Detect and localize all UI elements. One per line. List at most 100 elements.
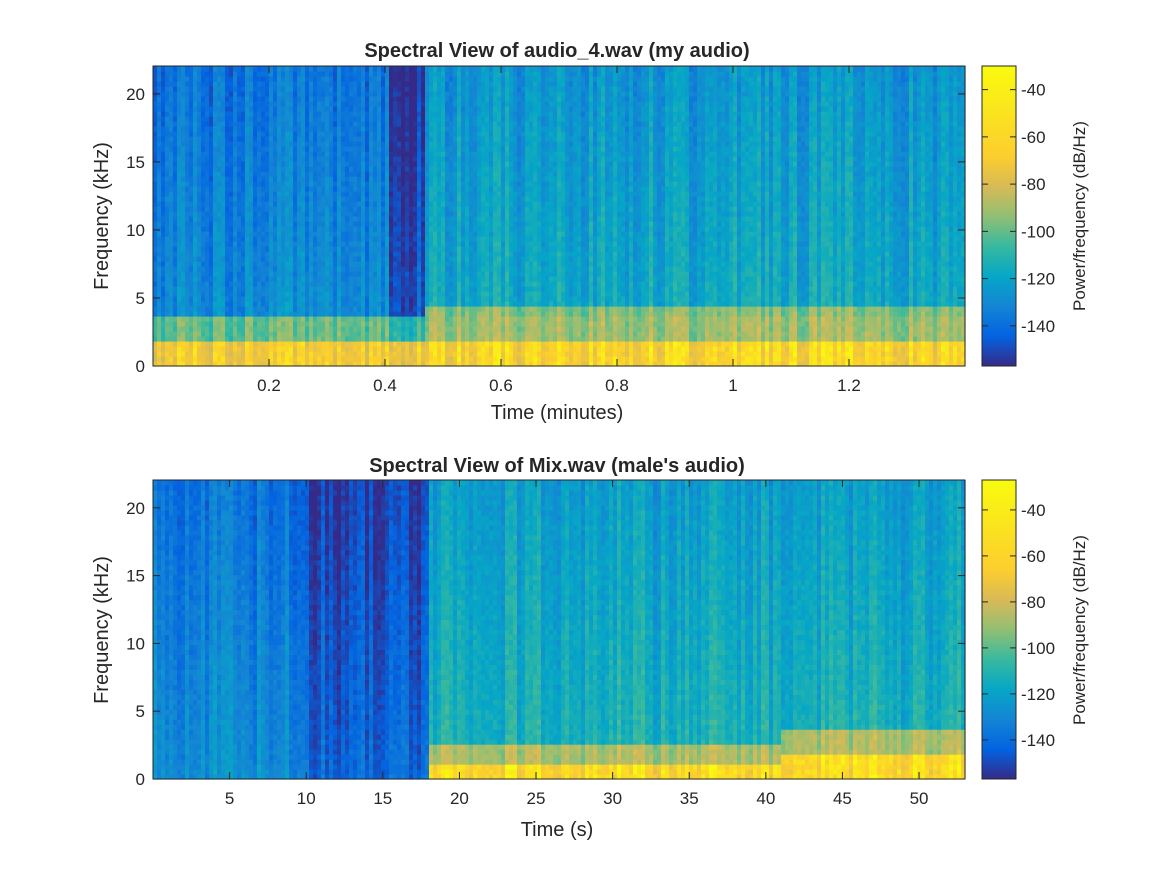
spectrogram-cell bbox=[233, 121, 238, 127]
spectrogram-cell bbox=[425, 251, 430, 257]
spectrogram-cell bbox=[457, 266, 462, 272]
spectrogram-cell bbox=[177, 276, 182, 282]
spectrogram-cell bbox=[317, 236, 322, 242]
spectrogram-cell bbox=[197, 321, 202, 327]
spectrogram-cell bbox=[453, 91, 458, 97]
spectrogram-cell bbox=[221, 361, 226, 367]
spectrogram-cell bbox=[389, 301, 394, 307]
spectrogram-cell bbox=[193, 336, 198, 342]
spectrogram-cell bbox=[209, 186, 214, 192]
spectrogram-cell bbox=[285, 241, 290, 247]
spectrogram-cell bbox=[389, 316, 394, 322]
spectrogram-cell bbox=[221, 261, 226, 267]
spectrogram-cell bbox=[301, 301, 306, 307]
spectrogram-cell bbox=[285, 296, 290, 302]
spectrogram-cell bbox=[181, 311, 186, 317]
spectrogram-cell bbox=[421, 106, 426, 112]
spectrogram-cell bbox=[281, 156, 286, 162]
spectrogram-cell bbox=[173, 151, 178, 157]
spectrogram-cell bbox=[249, 271, 254, 277]
spectrogram-cell bbox=[405, 101, 410, 107]
spectrogram-cell bbox=[285, 156, 290, 162]
spectrogram-cell bbox=[437, 286, 442, 292]
spectrogram-cell bbox=[409, 206, 414, 212]
spectrogram-cell bbox=[477, 81, 482, 87]
spectrogram-cell bbox=[469, 71, 474, 77]
spectrogram-cell bbox=[173, 261, 178, 267]
spectrogram-cell bbox=[253, 286, 258, 292]
spectrogram-cell bbox=[445, 181, 450, 187]
spectrogram-cell bbox=[193, 246, 198, 252]
spectrogram-cell bbox=[257, 126, 262, 132]
spectrogram-cell bbox=[353, 316, 358, 322]
spectrogram-cell bbox=[225, 166, 230, 172]
spectrogram-cell bbox=[333, 226, 338, 232]
spectrogram-cell bbox=[365, 321, 370, 327]
spectrogram-cell bbox=[373, 166, 378, 172]
spectrogram-cell bbox=[189, 141, 194, 147]
spectrogram-cell bbox=[309, 346, 314, 352]
spectrogram-cell bbox=[461, 346, 466, 352]
spectrogram-cell bbox=[473, 306, 478, 312]
spectrogram-cell bbox=[377, 336, 382, 342]
spectrogram-cell bbox=[325, 336, 330, 342]
spectrogram-cell bbox=[201, 71, 206, 77]
spectrogram-cell bbox=[465, 206, 470, 212]
spectrogram-cell bbox=[453, 336, 458, 342]
spectrogram-cell bbox=[313, 281, 318, 287]
spectrogram-cell bbox=[177, 341, 182, 347]
spectrogram-cell bbox=[165, 271, 170, 277]
spectrogram-cell bbox=[233, 301, 238, 307]
spectrogram-cell bbox=[437, 116, 442, 122]
spectrogram-cell bbox=[193, 106, 198, 112]
spectrogram-cell bbox=[413, 156, 418, 162]
spectrogram-cell bbox=[169, 176, 174, 182]
spectrogram-cell bbox=[397, 216, 402, 222]
spectrogram-cell bbox=[433, 361, 438, 367]
spectrogram-cell bbox=[341, 101, 346, 107]
spectrogram-cell bbox=[245, 151, 250, 157]
spectrogram-cell bbox=[417, 346, 422, 352]
spectrogram-cell bbox=[189, 316, 194, 322]
spectrogram-cell bbox=[453, 86, 458, 92]
spectrogram-cell bbox=[285, 351, 290, 357]
spectrogram-cell bbox=[341, 71, 346, 77]
spectrogram-cell bbox=[469, 256, 474, 262]
spectrogram-cell bbox=[221, 226, 226, 232]
spectrogram-cell bbox=[425, 106, 430, 112]
spectrogram-cell bbox=[353, 211, 358, 217]
spectrogram-cell bbox=[213, 171, 218, 177]
spectrogram-cell bbox=[445, 236, 450, 242]
spectrogram-cell bbox=[309, 251, 314, 257]
spectrogram-cell bbox=[245, 256, 250, 262]
spectrogram-cell bbox=[185, 246, 190, 252]
spectrogram-cell bbox=[177, 306, 182, 312]
spectrogram-cell bbox=[153, 106, 158, 112]
spectrogram-cell bbox=[441, 136, 446, 142]
spectrogram-cell bbox=[433, 186, 438, 192]
spectrogram-cell bbox=[201, 261, 206, 267]
spectrogram-cell bbox=[309, 331, 314, 337]
spectrogram-cell bbox=[245, 211, 250, 217]
spectrogram-cell bbox=[417, 291, 422, 297]
spectrogram-cell bbox=[209, 251, 214, 257]
spectrogram-cell bbox=[417, 171, 422, 177]
spectrogram-cell bbox=[345, 156, 350, 162]
spectrogram-cell bbox=[473, 106, 478, 112]
spectrogram-cell bbox=[245, 131, 250, 137]
spectrogram-cell bbox=[305, 231, 310, 237]
spectrogram-cell bbox=[341, 236, 346, 242]
spectrogram-cell bbox=[265, 221, 270, 227]
spectrogram-cell bbox=[353, 261, 358, 267]
spectrogram-cell bbox=[369, 281, 374, 287]
spectrogram-cell bbox=[253, 291, 258, 297]
spectrogram-cell bbox=[197, 336, 202, 342]
spectrogram-cell bbox=[201, 211, 206, 217]
spectrogram-cell bbox=[165, 196, 170, 202]
spectrogram-cell bbox=[357, 126, 362, 132]
spectrogram-cell bbox=[317, 116, 322, 122]
spectrogram-cell bbox=[425, 211, 430, 217]
spectrogram-cell bbox=[357, 276, 362, 282]
spectrogram-cell bbox=[461, 211, 466, 217]
spectrogram-cell bbox=[461, 86, 466, 92]
